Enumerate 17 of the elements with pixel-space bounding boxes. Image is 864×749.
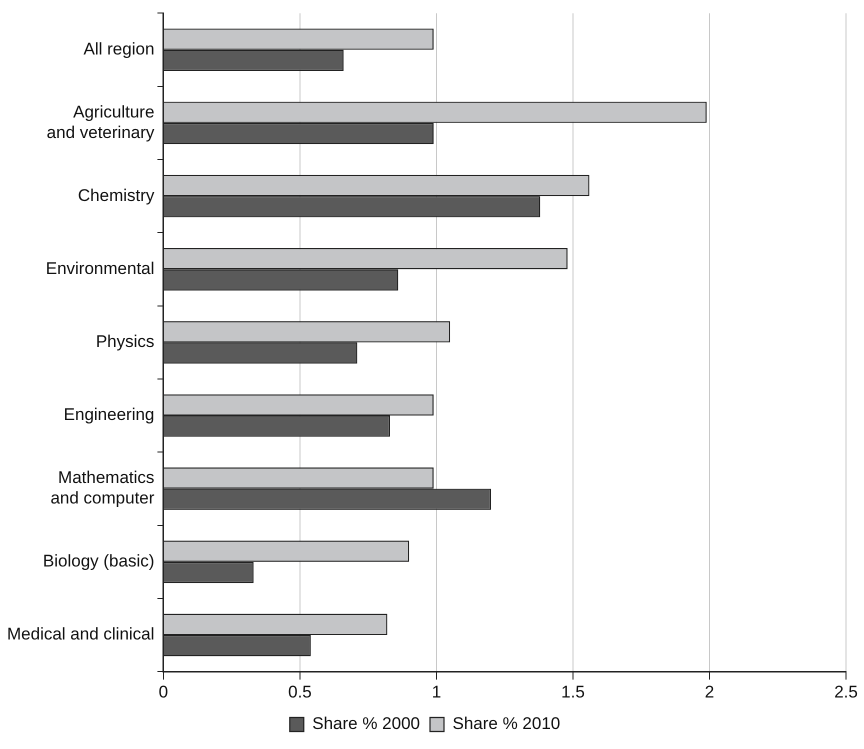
x-tick-label: 0: [158, 682, 168, 702]
y-tick-label: Agriculture and veterinary: [46, 102, 155, 142]
x-tick-label: 1: [432, 682, 442, 702]
x-tick-label: 1.5: [561, 682, 585, 702]
legend-label: Share % 2000: [312, 714, 420, 734]
y-tick-label: Engineering: [64, 405, 154, 424]
legend-label: Share % 2010: [452, 714, 560, 734]
x-tick-label: 0.5: [288, 682, 312, 702]
x-tick-label: 2: [704, 682, 714, 702]
x-tick-label: 2.5: [834, 682, 858, 702]
y-tick-label: Medical and clinical: [7, 624, 154, 644]
y-tick-label: Chemistry: [78, 186, 155, 205]
y-tick-label: Physics: [96, 332, 154, 352]
y-tick-label: Mathematics and computer: [50, 468, 155, 508]
y-tick-label: All region: [84, 39, 154, 58]
y-tick-label: Environmental: [46, 258, 154, 278]
y-tick-label: Biology (basic): [42, 552, 154, 571]
